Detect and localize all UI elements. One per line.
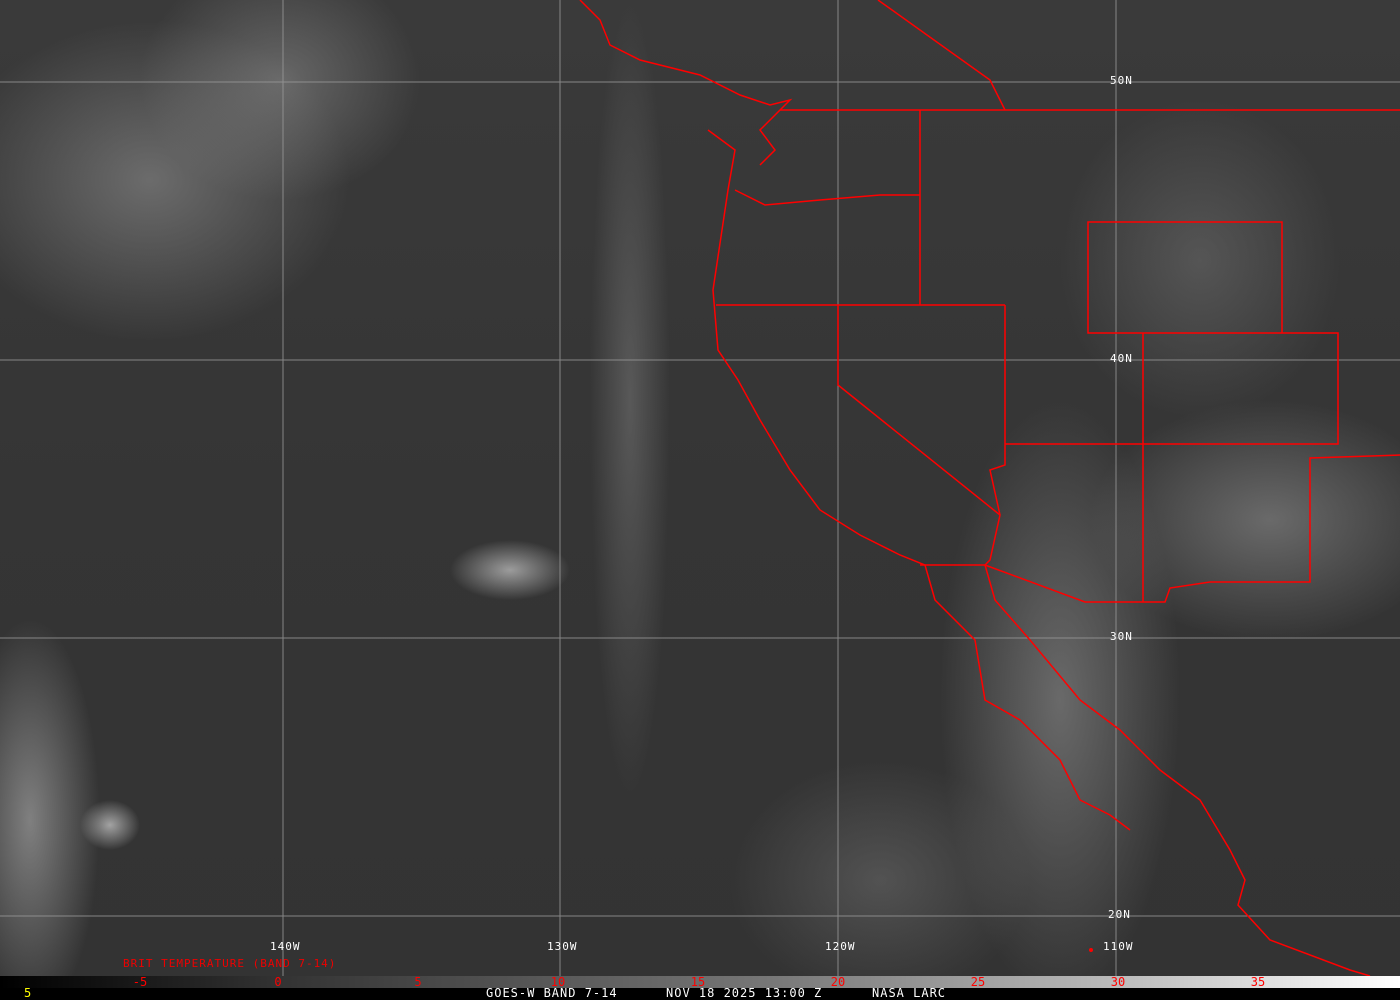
border-nv-ca <box>837 305 1001 566</box>
lon-label-110w: 110W <box>1103 940 1134 953</box>
border-us-mexico <box>920 454 1400 603</box>
lon-label-120w: 120W <box>825 940 856 953</box>
colorbar-tick: 0 <box>274 975 282 989</box>
colorbar-tick: 10 <box>550 975 566 989</box>
colorbar-tick: 15 <box>690 975 706 989</box>
border-wa-or <box>734 189 920 206</box>
lat-label-50n: 50N <box>1110 74 1133 87</box>
boundaries <box>579 0 1400 976</box>
coastline-west <box>707 129 1131 831</box>
product-label: BRIT TEMPERATURE (BAND 7-14) <box>123 957 337 970</box>
coastline-mexico <box>984 564 1371 976</box>
footer-source: NASA LARC <box>872 986 947 1000</box>
border-nv-ut <box>989 305 1006 516</box>
lon-label-130w: 130W <box>547 940 578 953</box>
footer-left-value: 5 <box>24 986 33 1000</box>
lat-label-40n: 40N <box>1110 352 1133 365</box>
map-overlay <box>0 0 1400 976</box>
lat-label-30n: 30N <box>1110 630 1133 643</box>
footer-datetime: NOV 18 2025 13:00 Z <box>666 986 823 1000</box>
coastline-vancouver <box>579 0 793 166</box>
colorbar-tick: 30 <box>1110 975 1126 989</box>
border-montana <box>877 0 1006 111</box>
infrared-imagery <box>0 0 1400 976</box>
lat-label-20n: 20N <box>1108 908 1131 921</box>
colorbar <box>0 976 1400 988</box>
colorbar-tick: 25 <box>970 975 986 989</box>
colorbar-tick: 20 <box>830 975 846 989</box>
border-4corners <box>1005 221 1339 445</box>
footer-satellite: GOES-W BAND 7-14 <box>486 986 618 1000</box>
island-marker <box>1089 948 1093 952</box>
colorbar-tick: 5 <box>414 975 422 989</box>
colorbar-tick: 35 <box>1250 975 1266 989</box>
lon-label-140w: 140W <box>270 940 301 953</box>
footer-bar <box>0 988 1400 1000</box>
graticule <box>0 0 1400 976</box>
colorbar-tick: -5 <box>132 975 148 989</box>
